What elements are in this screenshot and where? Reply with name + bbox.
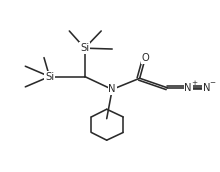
Text: Si: Si [80,43,89,53]
Text: −: − [210,80,216,85]
Text: O: O [141,53,149,63]
Text: N: N [108,84,116,94]
Text: N: N [184,83,192,93]
Text: +: + [191,80,197,85]
Text: Si: Si [45,72,54,82]
Text: N: N [203,83,211,93]
